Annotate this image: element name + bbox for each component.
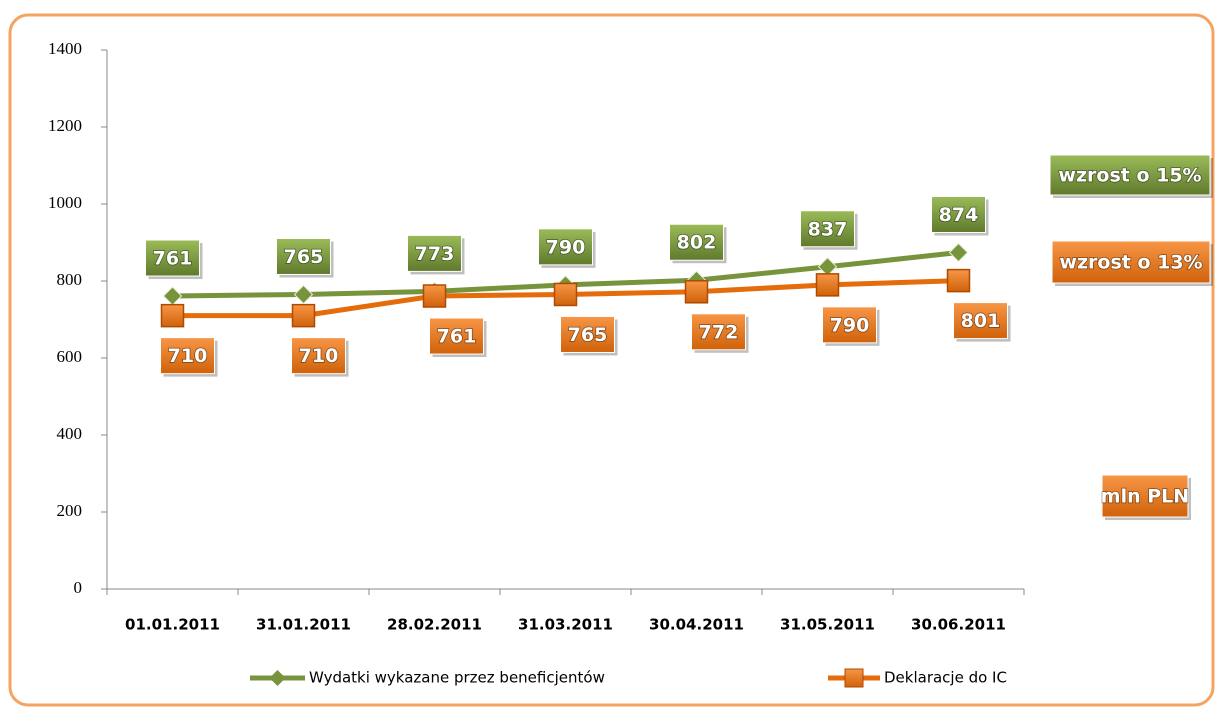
y-tick-label: 1000 [48,193,82,212]
y-tick-label: 0 [74,578,83,597]
annotation: mln PLN [1101,486,1189,508]
marker [948,242,969,263]
data-label: 790 [546,236,586,258]
data-label: 874 [939,204,979,226]
data-label-box [800,210,855,248]
data-label-box [931,196,986,234]
annotation-box [1049,154,1211,196]
data-label: 761 [153,248,193,270]
data-label: 790 [830,314,870,336]
y-tick-label: 400 [57,424,83,443]
chart-frame [8,13,1215,707]
data-label: 710 [168,345,208,367]
marker [553,282,578,307]
data-label-box [822,306,877,344]
x-tick-label: 31.05.2011 [780,616,875,634]
data-label-box [276,237,331,275]
data-label-box [145,239,200,277]
marker [160,303,185,328]
data-label: 710 [299,345,339,367]
marker [946,268,971,293]
data-label-box [407,234,462,272]
data-label: 837 [808,218,848,240]
legend-marker [269,670,286,686]
y-tick-label: 600 [57,347,83,366]
annotation-box [1051,240,1211,284]
y-tick-label: 800 [57,270,83,289]
data-label: 761 [437,326,477,348]
annotation-box [1101,474,1189,518]
x-tick-label: 31.01.2011 [256,616,351,634]
data-label: 765 [568,324,608,346]
data-label-box [953,302,1008,340]
x-tick-label: 30.04.2011 [649,616,744,634]
y-tick-label: 1200 [48,116,82,135]
data-label-box [291,337,346,375]
marker [293,284,314,305]
data-label-box [538,228,593,266]
data-label: 802 [677,232,717,254]
y-tick-label: 1400 [48,39,82,58]
x-tick-label: 28.02.2011 [387,616,482,634]
data-label: 772 [699,321,739,343]
marker [815,273,840,297]
annotation: wzrost o 13% [1059,252,1202,274]
marker [684,280,709,304]
y-tick-label: 200 [57,501,83,520]
x-tick-label: 01.01.2011 [125,616,220,634]
legend-marker [844,668,864,688]
data-label-box [691,313,746,351]
data-label-box [669,223,724,261]
data-label: 765 [284,246,324,268]
data-label-box [560,315,615,353]
data-label: 773 [415,243,455,265]
x-tick-label: 30.06.2011 [911,616,1006,634]
data-label-box [160,337,215,375]
legend-label: Wydatki wykazane przez beneficjentów [309,669,605,687]
data-label-box [429,317,484,355]
legend-label: Deklaracje do IC [884,669,1007,687]
data-label: 801 [961,310,1001,332]
marker [422,284,447,308]
marker [291,303,316,328]
annotation: wzrost o 15% [1058,165,1201,187]
x-tick-label: 31.03.2011 [518,616,613,634]
